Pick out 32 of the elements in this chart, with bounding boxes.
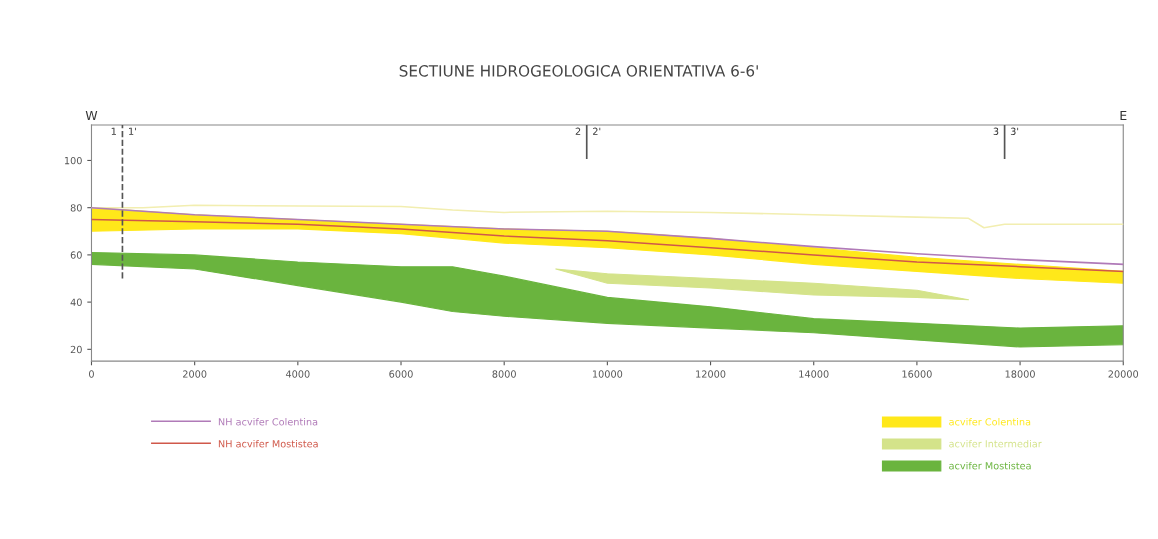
y-tick-label: 100	[64, 156, 82, 165]
x-tick-label: 2000	[183, 370, 207, 378]
x-tick-label: 6000	[389, 370, 413, 378]
x-tick-label: 20000	[1108, 370, 1139, 378]
annotation: 1	[111, 127, 116, 135]
y-tick-label: 20	[70, 345, 82, 354]
x-tick-label: 12000	[696, 370, 726, 378]
x-tick-label: 18000	[1005, 370, 1035, 378]
chart-title: SECTIUNE HIDROGEOLOGICA ORIENTATIVA 6-6'	[399, 65, 758, 77]
y-tick-label: 40	[70, 298, 82, 306]
annotation: 3'	[1010, 127, 1019, 135]
legend-label: acvifer Mostistea	[949, 461, 1031, 470]
legend-label: acvifer Colentina	[949, 417, 1031, 426]
annotation: 3	[993, 127, 999, 135]
legend-label: acvifer Intermediar	[949, 439, 1042, 448]
text: W	[85, 110, 98, 121]
text: E	[1120, 110, 1127, 121]
x-tick-label: 0	[89, 370, 94, 378]
annotation: 2'	[593, 127, 601, 135]
x-tick-label: 16000	[902, 370, 932, 378]
x-tick-label: 14000	[799, 370, 829, 378]
y-tick-label: 80	[70, 204, 82, 212]
text: NH acvifer Colentina	[218, 417, 318, 426]
line-series	[91, 218, 1124, 273]
x-tick-label: 4000	[285, 370, 310, 378]
line-series	[91, 206, 1124, 266]
x-tick-label: 10000	[592, 370, 623, 378]
x-tick-label: 8000	[492, 370, 516, 378]
y-tick-label: 60	[70, 251, 82, 259]
annotation: 1'	[129, 127, 136, 135]
text: NH acvifer Mostistea	[218, 439, 318, 448]
annotation: 2	[575, 127, 581, 135]
